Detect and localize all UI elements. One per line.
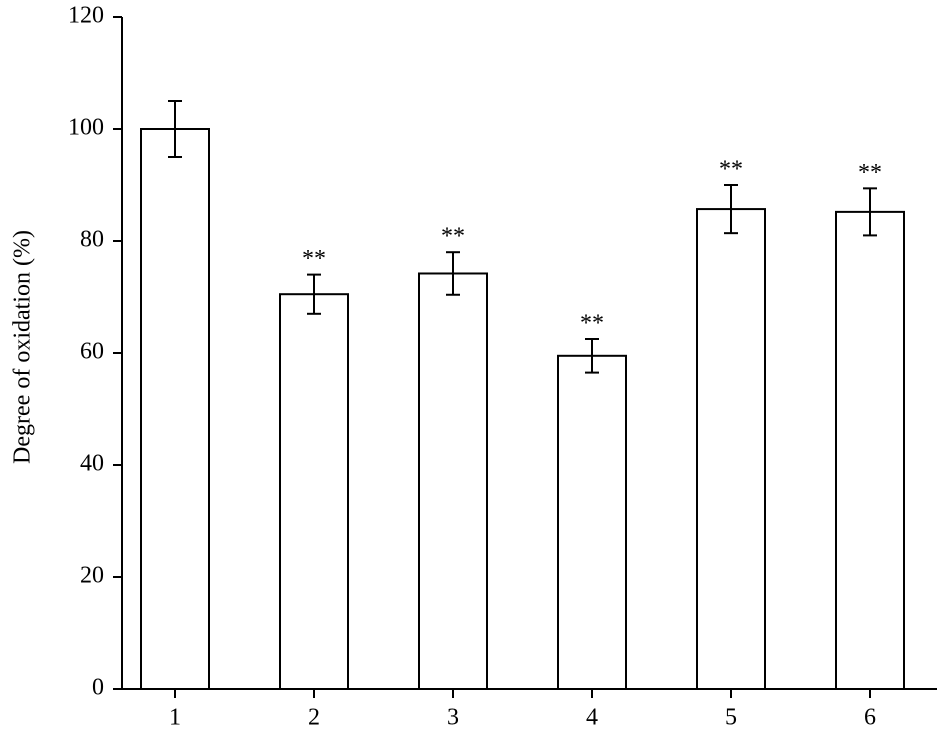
x-tick-label: 6 (864, 705, 876, 731)
y-tick-label: 80 (80, 227, 104, 253)
bar (279, 293, 349, 690)
x-tick-label: 3 (447, 705, 459, 731)
x-tick-label: 1 (169, 705, 181, 731)
y-tick-label: 40 (80, 451, 104, 477)
x-tick-label: 4 (586, 705, 598, 731)
significance-label: ** (441, 224, 465, 250)
y-tick-label: 0 (92, 675, 104, 701)
significance-label: ** (302, 246, 326, 272)
bar (835, 210, 905, 690)
y-axis-label: Degree of oxidation (%) (10, 230, 36, 464)
x-tick-label: 2 (308, 705, 320, 731)
y-tick-label: 120 (68, 3, 104, 29)
y-tick-label: 100 (68, 115, 104, 141)
y-tick-label: 20 (80, 563, 104, 589)
y-tick-label: 60 (80, 339, 104, 365)
significance-label: ** (858, 160, 882, 186)
bar (140, 128, 210, 690)
significance-label: ** (580, 311, 604, 337)
significance-label: ** (719, 157, 743, 183)
x-tick-label: 5 (725, 705, 737, 731)
bar (557, 354, 627, 690)
bar (696, 208, 766, 691)
bar (418, 272, 488, 690)
